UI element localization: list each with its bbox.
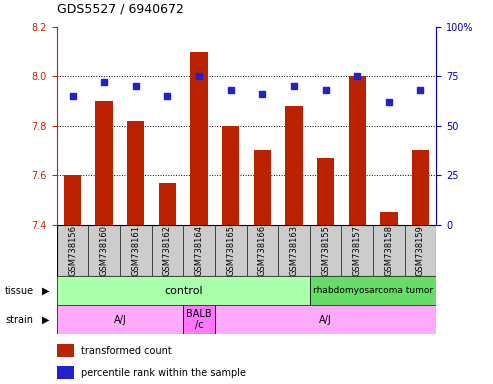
FancyBboxPatch shape (57, 276, 310, 305)
Bar (222, 126, 240, 225)
Point (321, 87, 329, 93)
Text: GSM738160: GSM738160 (100, 225, 108, 276)
FancyBboxPatch shape (215, 305, 436, 334)
Bar (57, 344, 74, 357)
Text: percentile rank within the sample: percentile rank within the sample (81, 368, 246, 378)
Point (258, 91, 266, 97)
FancyBboxPatch shape (183, 305, 215, 334)
Text: GSM738157: GSM738157 (352, 225, 362, 276)
Point (417, 87, 424, 93)
Point (100, 79, 108, 85)
Point (132, 83, 140, 89)
Point (69, 93, 76, 99)
Text: strain: strain (5, 314, 33, 325)
Bar (285, 106, 303, 225)
Text: GSM738161: GSM738161 (131, 225, 141, 276)
Bar (190, 51, 208, 225)
Text: GSM738156: GSM738156 (68, 225, 77, 276)
FancyBboxPatch shape (310, 276, 436, 305)
FancyBboxPatch shape (341, 225, 373, 276)
Text: control: control (164, 286, 203, 296)
Bar (317, 158, 334, 225)
FancyBboxPatch shape (152, 225, 183, 276)
Text: GSM738155: GSM738155 (321, 225, 330, 276)
FancyBboxPatch shape (215, 225, 246, 276)
Point (353, 73, 361, 79)
FancyBboxPatch shape (310, 225, 341, 276)
Bar (253, 151, 271, 225)
FancyBboxPatch shape (246, 225, 278, 276)
FancyBboxPatch shape (373, 225, 405, 276)
Bar (64, 175, 81, 225)
Text: GSM738162: GSM738162 (163, 225, 172, 276)
FancyBboxPatch shape (120, 225, 152, 276)
Bar (159, 183, 176, 225)
Text: rhabdomyosarcoma tumor: rhabdomyosarcoma tumor (313, 286, 433, 295)
Text: ▶: ▶ (42, 314, 49, 325)
Text: A/J: A/J (319, 314, 332, 325)
Text: GSM738165: GSM738165 (226, 225, 235, 276)
FancyBboxPatch shape (278, 225, 310, 276)
FancyBboxPatch shape (57, 305, 183, 334)
Bar (380, 212, 397, 225)
Point (195, 73, 203, 79)
Bar (57, 366, 74, 379)
Point (290, 83, 298, 89)
FancyBboxPatch shape (88, 225, 120, 276)
Bar (127, 121, 144, 225)
Text: tissue: tissue (5, 286, 34, 296)
Bar (349, 76, 366, 225)
Text: BALB
/c: BALB /c (186, 309, 212, 331)
Text: GDS5527 / 6940672: GDS5527 / 6940672 (57, 2, 183, 15)
Text: transformed count: transformed count (81, 346, 172, 356)
FancyBboxPatch shape (183, 225, 215, 276)
Text: A/J: A/J (113, 314, 126, 325)
Text: GSM738164: GSM738164 (195, 225, 204, 276)
Point (164, 93, 172, 99)
Text: GSM738166: GSM738166 (258, 225, 267, 276)
FancyBboxPatch shape (57, 225, 88, 276)
Text: ▶: ▶ (42, 286, 49, 296)
FancyBboxPatch shape (405, 225, 436, 276)
Bar (96, 101, 113, 225)
Text: GSM738159: GSM738159 (416, 225, 425, 276)
Text: GSM738158: GSM738158 (385, 225, 393, 276)
Point (385, 99, 393, 105)
Bar (412, 151, 429, 225)
Text: GSM738163: GSM738163 (289, 225, 298, 276)
Point (227, 87, 235, 93)
